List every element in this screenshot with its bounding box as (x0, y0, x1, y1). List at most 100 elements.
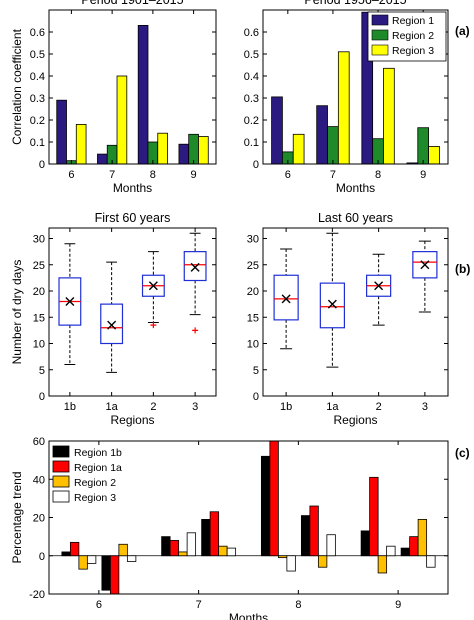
x-axis-label: Regions (333, 413, 377, 427)
x-tick-label: 2 (376, 401, 382, 413)
y-tick-label: 20 (33, 286, 45, 298)
y-tick-label: 25 (33, 260, 45, 272)
box-outlier (192, 327, 199, 334)
x-tick-label: 9 (191, 169, 197, 181)
bar (400, 547, 411, 557)
y-tick-label: 0.5 (30, 49, 45, 61)
x-tick-label: 3 (422, 401, 428, 413)
y-tick-label: 0.4 (30, 71, 45, 83)
bar (198, 136, 209, 165)
y-tick-label: 20 (33, 513, 45, 525)
box-mean-marker (281, 294, 291, 304)
box (412, 251, 438, 279)
bar (116, 75, 128, 165)
bar (75, 124, 87, 165)
x-tick-label: 8 (375, 169, 381, 181)
bar (126, 555, 137, 562)
y-tick-label: 30 (33, 234, 45, 246)
bar (317, 555, 328, 568)
y-tick-label: 0.3 (244, 93, 259, 105)
bar (426, 555, 436, 568)
panel-a-left-chart: 0 0.1 0.2 0.3 0.4 0.5 0.6 6 7 8 9 Months Period 1901… (10, 0, 217, 195)
bar (218, 545, 228, 557)
bar (286, 555, 296, 572)
bar (360, 530, 371, 557)
bar (428, 145, 440, 165)
y-tick-label: 0 (253, 391, 259, 403)
plot-frame (48, 9, 217, 165)
bar (226, 547, 237, 557)
y-tick-label: 0 (39, 391, 45, 403)
bar (186, 532, 197, 557)
plot-frame (262, 9, 449, 165)
x-tick-label: 1b (280, 401, 292, 413)
y-tick-label: 25 (247, 260, 259, 272)
y-tick-label: 0.6 (30, 27, 45, 39)
chart-title: Period 1901–2015 (81, 0, 183, 7)
x-axis-label: Regions (110, 413, 154, 427)
x-tick-label: 1b (64, 401, 76, 413)
y-tick-label: 0.1 (30, 137, 45, 149)
bar (157, 132, 168, 165)
legend-label: Region 2 (392, 30, 434, 42)
bar (277, 555, 288, 559)
legend-swatch (52, 475, 70, 488)
bar (337, 51, 350, 165)
bar (292, 133, 305, 165)
box (183, 251, 207, 282)
plot-frame (262, 227, 449, 397)
bar (78, 555, 88, 570)
box-mean-marker (190, 262, 200, 272)
panel-label-c: (c) (455, 446, 470, 460)
bar (417, 519, 428, 557)
panel-b-left-chart: 0 5 10 15 20 25 30 1b 1a 2 3 Regions First 60 years N… (10, 211, 217, 427)
bar (417, 127, 429, 165)
panel-b-right-chart: 0 5 10 15 20 25 30 1b 1a 2 3 Regions Last 60 years (247, 211, 449, 427)
bar (161, 536, 171, 557)
bar (118, 543, 128, 557)
y-tick-label: 5 (253, 365, 259, 377)
y-tick-label: 0.6 (244, 27, 259, 39)
box (100, 303, 124, 345)
x-axis-label: Months (336, 181, 375, 195)
box-mean-marker (107, 320, 117, 330)
y-tick-label: 0 (39, 159, 45, 171)
box (319, 282, 346, 329)
bar (109, 555, 120, 595)
y-axis-label: Percentage trend (10, 471, 24, 563)
x-tick-label: 9 (395, 599, 401, 611)
y-tick-label: 0 (253, 159, 259, 171)
x-tick-label: 7 (330, 169, 336, 181)
bar (327, 126, 339, 165)
box-mean-marker (148, 281, 158, 291)
bar (383, 67, 395, 165)
y-tick-label: 0.2 (30, 115, 45, 127)
bar (178, 551, 188, 557)
x-tick-label: 8 (150, 169, 156, 181)
chart-title: Period 1956–2015 (304, 0, 406, 7)
bar (377, 555, 388, 574)
y-tick-label: 10 (247, 339, 259, 351)
bar (316, 105, 328, 165)
bar (56, 99, 67, 165)
legend-swatch (371, 29, 389, 41)
legend-swatch (371, 14, 389, 26)
panel-c-chart: -20 0 20 40 60 6 7 8 9 Months Percentage trend Regi… (10, 436, 449, 620)
y-axis-label: Number of dry days (10, 260, 24, 365)
chart-title: First 60 years (95, 211, 171, 225)
legend-label: Region 1a (74, 462, 122, 474)
bar (86, 555, 97, 564)
x-tick-label: 7 (109, 169, 115, 181)
bar (369, 476, 379, 557)
box-mean-marker (65, 297, 75, 306)
box-mean-marker (374, 281, 384, 291)
y-tick-label: 0 (39, 551, 45, 563)
y-tick-label: 40 (33, 474, 45, 486)
x-tick-label: 7 (196, 599, 202, 611)
box (273, 274, 299, 321)
bar (97, 153, 108, 165)
bar (209, 511, 220, 557)
bar (188, 133, 199, 165)
x-tick-label: 6 (68, 169, 74, 181)
